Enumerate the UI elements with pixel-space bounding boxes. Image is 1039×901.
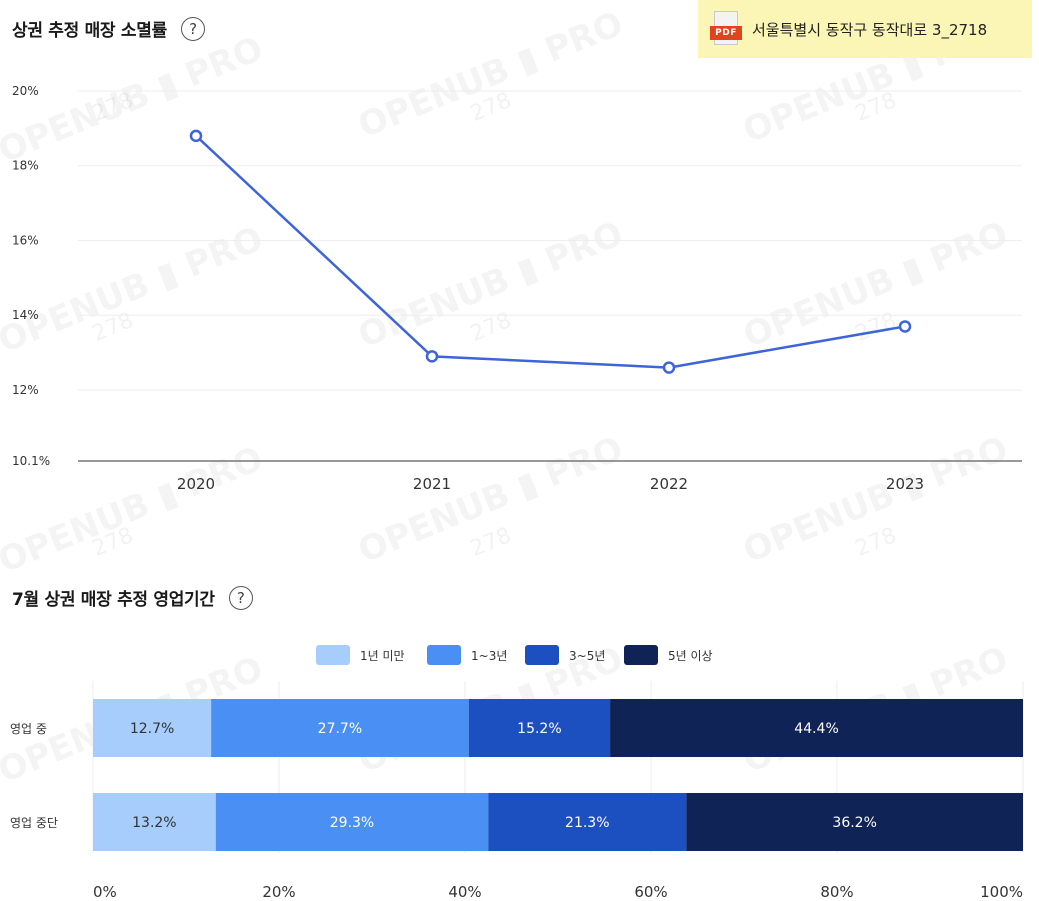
bar-segment[interactable] <box>93 699 212 757</box>
legend-label: 5년 이상 <box>668 649 713 663</box>
line-point[interactable] <box>425 350 439 363</box>
y-tick-label: 12% <box>12 383 39 397</box>
x-tick-label: 60% <box>634 883 667 901</box>
bar-segment[interactable] <box>215 793 489 851</box>
line-point[interactable] <box>662 361 676 374</box>
legend-label: 3~5년 <box>569 649 605 663</box>
help-icon[interactable]: ? <box>228 585 253 610</box>
legend-swatch <box>427 645 461 665</box>
category-label: 영업 중 <box>10 722 47 736</box>
bar-section-title: 7월 상권 매장 추정 영업기간 <box>12 590 215 610</box>
x-tick-label: 80% <box>820 883 853 901</box>
x-tick-label: 100% <box>980 883 1023 901</box>
line-point[interactable] <box>898 320 912 333</box>
bar-segment[interactable] <box>468 699 611 757</box>
y-tick-label: 20% <box>12 84 39 98</box>
bar-segment[interactable] <box>488 793 687 851</box>
bar-value-label: 29.3% <box>330 815 374 831</box>
bar-value-label: 13.2% <box>132 815 176 831</box>
legend-item[interactable]: 3~5년 <box>525 645 605 665</box>
y-tick-label: 16% <box>12 233 39 247</box>
line-chart: 20% 18% 16% 14% 12% 10.1% 2020 2021 2022 2023 <box>12 84 1022 493</box>
pdf-address-badge[interactable]: PDF 서울특별시 동작구 동작대로 3_2718 <box>698 0 1032 58</box>
line-point[interactable] <box>189 129 203 143</box>
line-series <box>195 134 906 369</box>
help-icon[interactable]: ? <box>180 16 205 41</box>
y-tick-label: 14% <box>12 308 39 322</box>
x-tick-label: 2023 <box>886 475 924 493</box>
legend-label: 1~3년 <box>471 649 507 663</box>
legend-swatch <box>316 645 350 665</box>
bar-value-label: 15.2% <box>517 721 561 737</box>
line-section-header: 상권 추정 매장 소멸률 ? <box>12 16 205 41</box>
bar-value-label: 21.3% <box>565 815 609 831</box>
bar-section-header: 7월 상권 매장 추정 영업기간 ? <box>12 585 253 610</box>
legend-item[interactable]: 1년 미만 <box>316 645 405 665</box>
x-tick-label: 0% <box>93 883 117 901</box>
line-section-title: 상권 추정 매장 소멸률 <box>12 21 167 41</box>
address-text: 서울특별시 동작구 동작대로 3_2718 <box>752 20 988 39</box>
legend-label: 1년 미만 <box>360 649 405 663</box>
bar-segment[interactable] <box>211 699 469 757</box>
bar-value-label: 12.7% <box>130 721 174 737</box>
x-tick-label: 20% <box>262 883 295 901</box>
x-tick-label: 40% <box>448 883 481 901</box>
bar-segment[interactable] <box>610 699 1023 757</box>
legend-swatch <box>525 645 559 665</box>
legend-item[interactable]: 1~3년 <box>427 645 507 665</box>
category-label: 영업 중단 <box>10 816 58 830</box>
legend-swatch <box>624 645 658 665</box>
x-tick-label: 2021 <box>413 475 451 493</box>
bar-segment[interactable] <box>93 793 216 851</box>
bar-value-label: 27.7% <box>318 721 362 737</box>
legend-item[interactable]: 5년 이상 <box>624 645 713 665</box>
x-tick-label: 2020 <box>177 475 215 493</box>
pdf-file-icon-label: PDF <box>710 26 742 40</box>
bar-value-label: 44.4% <box>794 721 838 737</box>
pdf-file-icon: PDF <box>710 11 742 47</box>
y-tick-label: 18% <box>12 159 39 173</box>
bar-segment[interactable] <box>686 793 1023 851</box>
y-tick-label: 10.1% <box>12 454 50 468</box>
bar-value-label: 36.2% <box>832 815 876 831</box>
x-tick-label: 2022 <box>650 475 688 493</box>
